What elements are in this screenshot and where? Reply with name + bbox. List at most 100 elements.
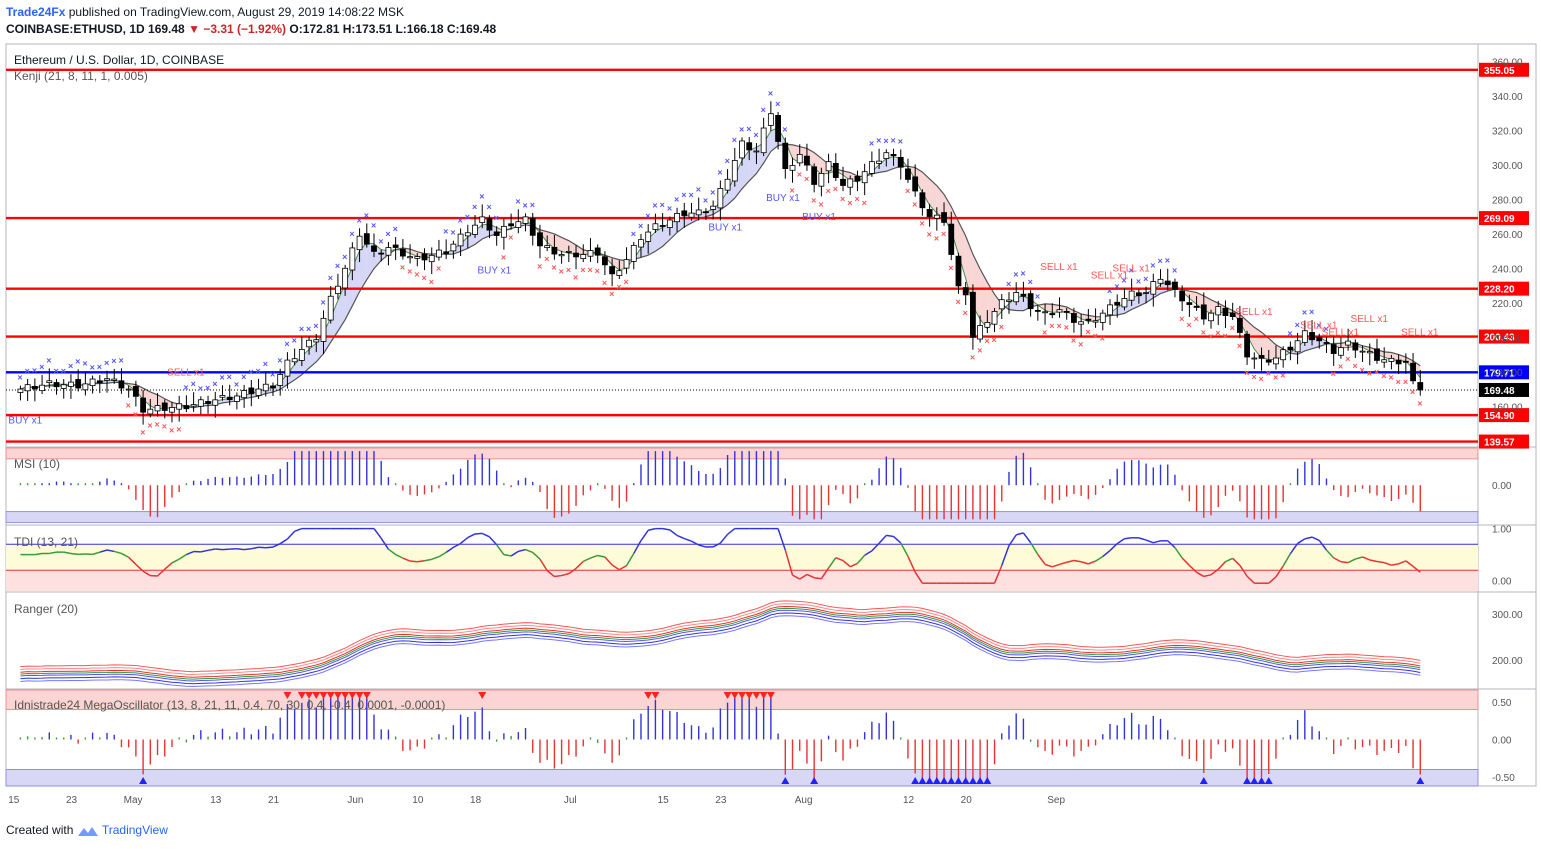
tdi-line-segment <box>1037 554 1046 565</box>
kenji-cloud <box>886 156 894 172</box>
candle-body <box>609 266 616 275</box>
signal-x-marker: × <box>1367 368 1372 378</box>
signal-x-marker: × <box>248 367 253 377</box>
tdi-line-segment <box>1289 543 1299 555</box>
date-tick-label: 18 <box>470 795 482 806</box>
overbought-triangle-icon <box>312 692 321 699</box>
footer: Created with TradingView <box>6 823 168 837</box>
tdi-line-segment <box>402 557 411 562</box>
overbought-triangle-icon <box>752 692 761 699</box>
candle-body <box>1381 359 1388 363</box>
candle-body <box>941 212 947 223</box>
tdi-line-segment <box>387 548 397 556</box>
tdi-line-segment <box>1325 549 1335 559</box>
mega-tick-label: -0.50 <box>1492 773 1515 784</box>
tdi-line-segment <box>539 558 548 572</box>
candle-body <box>1236 317 1243 333</box>
tdi-line-segment <box>856 554 866 564</box>
candle-body <box>731 160 738 182</box>
signal-x-marker: × <box>775 99 780 109</box>
signal-x-marker: × <box>1396 377 1401 387</box>
signal-x-marker: × <box>458 215 463 225</box>
msi-legend: MSI (10) <box>14 457 60 471</box>
signal-x-marker: × <box>645 211 650 221</box>
overbought-triangle-icon <box>348 692 357 699</box>
tdi-line-segment <box>496 544 505 556</box>
signal-x-marker: × <box>1028 277 1033 287</box>
candle-body <box>1006 299 1012 302</box>
tdi-line-segment <box>70 552 79 556</box>
candle-body <box>104 378 110 381</box>
signal-x-marker: × <box>530 200 535 210</box>
tdi-line-segment <box>215 548 223 551</box>
signal-x-marker: × <box>429 277 434 287</box>
ranger-legend: Ranger (20) <box>14 602 78 616</box>
tdi-line-segment <box>777 528 787 551</box>
kenji-cloud <box>655 227 663 252</box>
tdi-line-segment <box>561 572 570 577</box>
signal-x-marker: × <box>559 267 564 277</box>
signal-x-marker: × <box>1403 377 1408 387</box>
candle-body <box>96 380 103 384</box>
oversold-triangle-icon <box>1199 777 1208 784</box>
candle-body <box>1258 355 1265 359</box>
signal-x-marker: × <box>486 202 491 212</box>
signal-x-marker: × <box>17 373 22 383</box>
signal-x-marker: × <box>501 253 506 263</box>
published-text: published on TradingView.com, August 29,… <box>68 5 405 19</box>
signal-x-marker: × <box>732 135 737 145</box>
candle-body <box>1056 309 1063 313</box>
signal-x-marker: × <box>349 229 354 239</box>
kenji-cloud <box>936 185 945 219</box>
signal-x-marker: × <box>422 273 427 283</box>
candle-body <box>190 404 197 407</box>
signal-x-marker: × <box>436 264 441 274</box>
mega-tick-label: 0.50 <box>1492 698 1512 709</box>
candle-body <box>241 390 248 399</box>
kenji-cloud <box>1247 320 1255 350</box>
signal-x-marker: × <box>472 202 477 212</box>
signal-x-marker: × <box>371 220 376 230</box>
candle-body <box>212 399 219 406</box>
signal-x-marker: × <box>1114 281 1119 291</box>
tdi-line-segment <box>1275 565 1284 578</box>
signal-x-marker: × <box>1302 308 1307 318</box>
candle-body <box>1366 351 1373 354</box>
oversold-triangle-icon <box>1416 777 1425 784</box>
candle-body <box>1200 304 1207 320</box>
candle-body <box>1049 313 1056 316</box>
tdi-line-segment <box>236 547 245 551</box>
tdi-line-segment <box>63 551 72 555</box>
candle-body <box>587 250 594 257</box>
signal-x-marker: × <box>818 199 823 209</box>
candle-body <box>1157 278 1164 284</box>
signal-x-marker: × <box>616 282 621 292</box>
signal-x-marker: × <box>551 263 556 273</box>
level-label: 179.71 <box>1484 368 1515 379</box>
candle-body <box>594 247 601 256</box>
signal-x-marker: × <box>1280 371 1285 381</box>
signal-x-marker: × <box>68 361 73 371</box>
tdi-line-segment <box>1340 561 1349 564</box>
candle-body <box>1273 357 1279 365</box>
author-link[interactable]: Trade24Fx <box>6 5 66 19</box>
tdi-line-segment <box>1297 538 1306 545</box>
tradingview-brand-link[interactable]: TradingView <box>101 823 168 837</box>
tdi-line-segment <box>525 548 534 554</box>
oversold-triangle-icon <box>976 777 985 784</box>
candle-body <box>1063 311 1070 313</box>
signal-x-marker: × <box>1158 256 1163 266</box>
candle-body <box>1280 349 1287 361</box>
signal-x-marker: × <box>320 297 325 307</box>
kenji-legend: Kenji (21, 8, 11, 1, 0.005) <box>14 69 148 83</box>
tdi-line-segment <box>835 556 844 562</box>
signal-x-marker: × <box>140 428 145 438</box>
tdi-line-segment <box>1225 557 1233 563</box>
kenji-cloud <box>922 172 930 206</box>
signal-x-marker: × <box>263 359 268 369</box>
signal-x-marker: × <box>335 261 340 271</box>
signal-x-marker: × <box>826 186 831 196</box>
signal-x-marker: × <box>1064 323 1069 333</box>
candle-body <box>724 178 731 191</box>
